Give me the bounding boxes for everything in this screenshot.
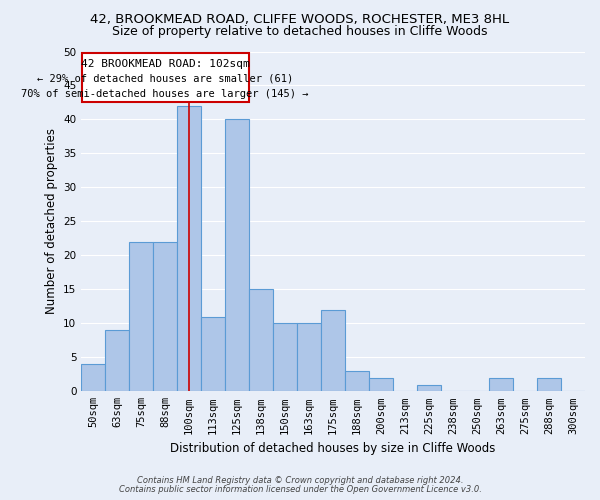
Bar [81,364,105,392]
Text: 42 BROOKMEAD ROAD: 102sqm: 42 BROOKMEAD ROAD: 102sqm [81,59,250,69]
Text: Contains public sector information licensed under the Open Government Licence v3: Contains public sector information licen… [119,485,481,494]
Bar [489,378,513,392]
Bar [345,371,369,392]
Bar [105,330,129,392]
Text: 42, BROOKMEAD ROAD, CLIFFE WOODS, ROCHESTER, ME3 8HL: 42, BROOKMEAD ROAD, CLIFFE WOODS, ROCHES… [91,12,509,26]
Bar [201,316,225,392]
Bar [225,120,249,392]
Text: Size of property relative to detached houses in Cliffe Woods: Size of property relative to detached ho… [112,25,488,38]
Text: ← 29% of detached houses are smaller (61): ← 29% of detached houses are smaller (61… [37,74,293,84]
Bar [369,378,393,392]
FancyBboxPatch shape [82,53,248,102]
X-axis label: Distribution of detached houses by size in Cliffe Woods: Distribution of detached houses by size … [170,442,496,455]
Bar [417,384,441,392]
Bar [297,324,321,392]
Bar [153,242,177,392]
Bar [249,290,273,392]
Bar [537,378,561,392]
Bar [129,242,153,392]
Bar [321,310,345,392]
Text: Contains HM Land Registry data © Crown copyright and database right 2024.: Contains HM Land Registry data © Crown c… [137,476,463,485]
Y-axis label: Number of detached properties: Number of detached properties [44,128,58,314]
Text: 70% of semi-detached houses are larger (145) →: 70% of semi-detached houses are larger (… [22,88,309,99]
Bar [273,324,297,392]
Bar [177,106,201,392]
